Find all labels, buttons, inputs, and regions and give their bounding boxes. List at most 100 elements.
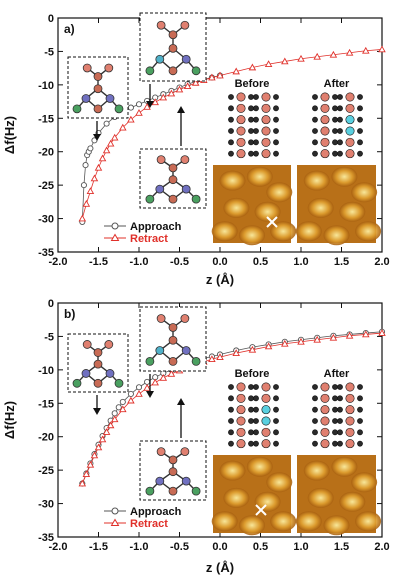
lattice-atom (236, 115, 246, 125)
y-tick-label: 0 (48, 298, 54, 310)
lattice-atom (253, 429, 259, 436)
data-point (98, 435, 107, 443)
lattice-atom (228, 94, 234, 100)
data-point (94, 163, 103, 171)
data-point (167, 369, 176, 377)
stm-feature (351, 182, 378, 203)
lattice-atom (320, 405, 330, 415)
lattice-atom (236, 103, 246, 113)
lattice-atom (337, 418, 343, 424)
x-tick-label: 0.0 (212, 256, 227, 268)
data-point (135, 389, 143, 397)
molecule-atom (180, 314, 190, 323)
lattice-atom (357, 94, 363, 100)
molecule-atom (168, 66, 178, 76)
lattice-atom (273, 429, 279, 436)
lattice-atom (312, 440, 318, 447)
lattice-atom (337, 150, 343, 157)
data-point (159, 373, 168, 381)
lattice-atom (320, 103, 330, 113)
stm-feature (239, 225, 265, 246)
lattice-atom (320, 382, 330, 392)
data-point (87, 145, 94, 152)
molecule-atom (156, 447, 166, 457)
data-point (362, 330, 370, 338)
lattice-atom (261, 126, 271, 136)
data-point (216, 71, 224, 79)
lattice-atom (345, 393, 355, 403)
data-point (127, 104, 134, 111)
y-tick-label: -15 (38, 113, 54, 125)
lattice-atom (320, 416, 330, 426)
lattice-atom (261, 427, 271, 437)
lattice-atom (236, 439, 246, 449)
arrowhead (93, 134, 101, 141)
lattice-atom (357, 429, 363, 436)
molecule-atom (105, 369, 115, 378)
molecule-atom (181, 54, 191, 64)
lattice-atom (248, 150, 254, 157)
molecule-atom (155, 476, 165, 486)
lattice-atom (345, 439, 355, 449)
molecule-atom (168, 43, 178, 53)
lattice-atom (228, 440, 234, 447)
lattice-atom (236, 427, 246, 437)
data-point (110, 133, 119, 141)
molecule-atom (93, 348, 103, 357)
y-tick-label: -20 (38, 147, 54, 159)
stm-feature (303, 460, 330, 481)
arrowhead (146, 391, 154, 398)
molecule-atom (168, 467, 178, 477)
stm-feature (295, 221, 322, 242)
lattice-atom (273, 128, 279, 134)
data-point (313, 52, 321, 60)
molecule-atom (168, 175, 178, 185)
x-tick-label: 0.5 (253, 256, 268, 268)
molecule-atom (93, 359, 103, 369)
molecule-atom (93, 104, 103, 114)
lattice-atom (337, 94, 343, 100)
lattice-atom (345, 126, 355, 136)
x-tick-label: -0.5 (170, 541, 189, 553)
data-point (345, 48, 354, 56)
molecule-atom (145, 66, 155, 76)
data-point (264, 60, 273, 67)
stm-feature (211, 511, 238, 532)
molecule-inset (139, 306, 207, 372)
molecule-atom (168, 163, 178, 173)
lattice-atom (253, 105, 259, 112)
lattice-atom (337, 440, 343, 447)
lattice-atom (345, 416, 355, 426)
lattice-atom (228, 395, 234, 402)
lattice-atom (253, 406, 259, 413)
lattice-atom (273, 150, 279, 157)
tip-position-marker (255, 504, 267, 516)
lattice-atom (332, 150, 338, 157)
x-tick-label: 1.0 (293, 541, 308, 553)
molecule-inset (67, 56, 129, 119)
data-point (119, 398, 126, 405)
molecule-atom (72, 104, 82, 114)
lattice-atom (357, 395, 363, 402)
lattice-atom (312, 384, 318, 390)
y-tick-label: -10 (38, 80, 54, 92)
lattice-atom (248, 105, 254, 112)
lattice-atom (337, 406, 343, 413)
lattice-atom (273, 116, 279, 123)
lattice-atom (357, 384, 363, 390)
lattice-atom (236, 149, 246, 159)
x-axis-label: z (Å) (206, 560, 234, 575)
data-point (135, 109, 143, 116)
lattice-atom (332, 384, 338, 390)
data-point (106, 421, 115, 429)
lattice-atom (248, 384, 254, 390)
molecule-atom (156, 314, 166, 323)
legend-marker (111, 507, 119, 515)
lattice-atom (332, 440, 338, 447)
molecule-atom (168, 335, 178, 345)
tip-position-marker (266, 216, 278, 228)
after-label: After (324, 368, 350, 380)
lattice-atom (332, 418, 338, 424)
x-tick-label: 2.0 (374, 256, 389, 268)
lattice-atom (228, 384, 234, 390)
